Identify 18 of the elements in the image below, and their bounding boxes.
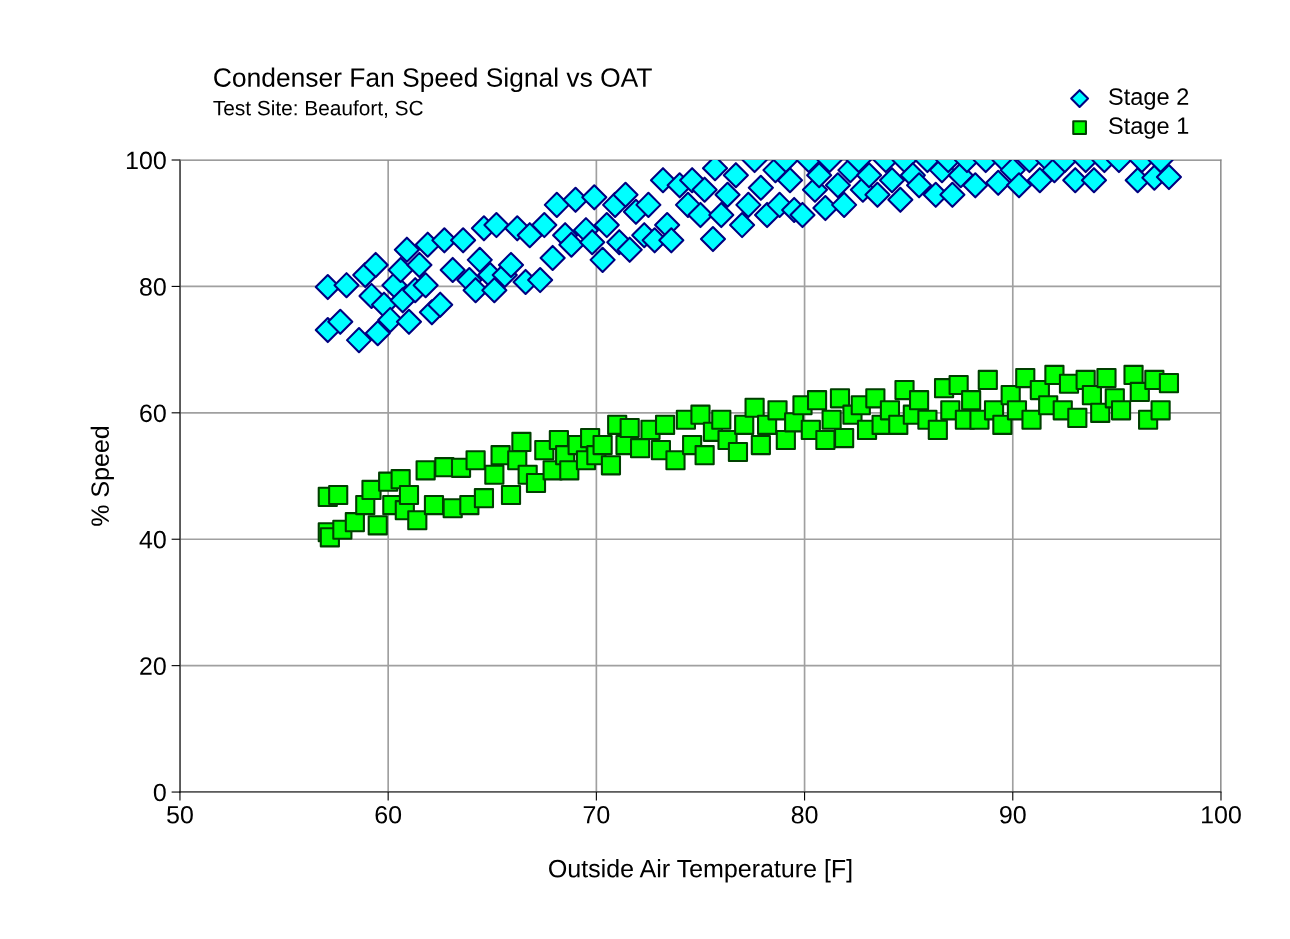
y-tick-label: 60 [140, 404, 166, 423]
y-axis-title: % Speed [90, 426, 114, 526]
legend-label: Stage 1 [1109, 117, 1189, 139]
y-tick-label: 20 [140, 657, 166, 675]
chart-subtitle: Test Site: Beaufort, SC [213, 100, 423, 118]
y-tick-label: 80 [140, 278, 166, 296]
chart-title: Condenser Fan Speed Signal vs OAT [214, 67, 652, 93]
y-tick-label: 100 [126, 151, 166, 170]
x-tick-label: 80 [791, 805, 818, 824]
y-tick-label: 40 [139, 530, 166, 549]
y-tick-label: 0 [153, 783, 166, 802]
x-tick-label: 60 [375, 805, 402, 824]
x-tick-label: 100 [1202, 805, 1241, 824]
x-tick-label: 90 [1000, 805, 1026, 824]
legend-label: Stage 2 [1109, 88, 1189, 110]
x-tick-label: 50 [167, 805, 193, 824]
x-tick-label: 70 [583, 805, 610, 824]
x-axis-title: Outside Air Temperature [F] [549, 859, 852, 883]
